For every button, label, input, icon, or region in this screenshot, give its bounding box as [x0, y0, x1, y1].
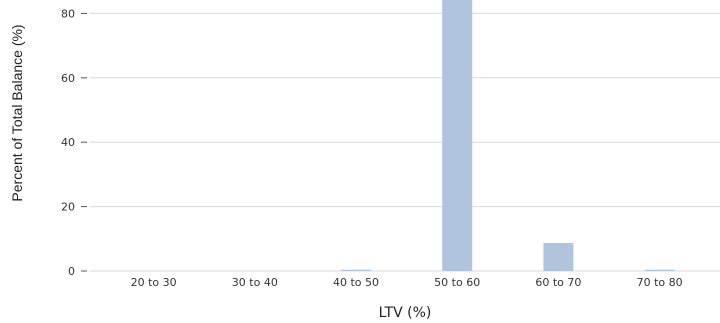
bar-60-to-70 [543, 242, 574, 271]
x-tick-label: 50 to 60 [434, 276, 480, 289]
bar-40-to-50 [341, 269, 371, 271]
x-tick-label: 40 to 50 [333, 276, 379, 289]
y-tick-label: 40 [61, 136, 75, 149]
gridlines [90, 12, 720, 272]
y-axis: 0 20 40 60 80 [61, 7, 87, 278]
y-tick-label: 80 [61, 7, 75, 20]
bars [341, 0, 675, 272]
x-tick-label: 30 to 40 [232, 276, 278, 289]
x-tick-label: 60 to 70 [535, 276, 581, 289]
y-axis-title: Percent of Total Balance (%) [9, 24, 25, 201]
y-tick-label: 0 [68, 265, 75, 278]
x-tick-label: 20 to 30 [131, 276, 177, 289]
y-tick-label: 60 [61, 72, 75, 85]
x-axis-title: LTV (%) [379, 305, 432, 321]
y-tick-label: 20 [61, 201, 75, 214]
x-tick-label: 70 to 80 [637, 276, 683, 289]
bar-50-to-60 [442, 0, 473, 272]
bar-70-to-80 [644, 269, 675, 271]
x-axis: 20 to 30 30 to 40 40 to 50 50 to 60 60 to 70… [131, 276, 683, 289]
